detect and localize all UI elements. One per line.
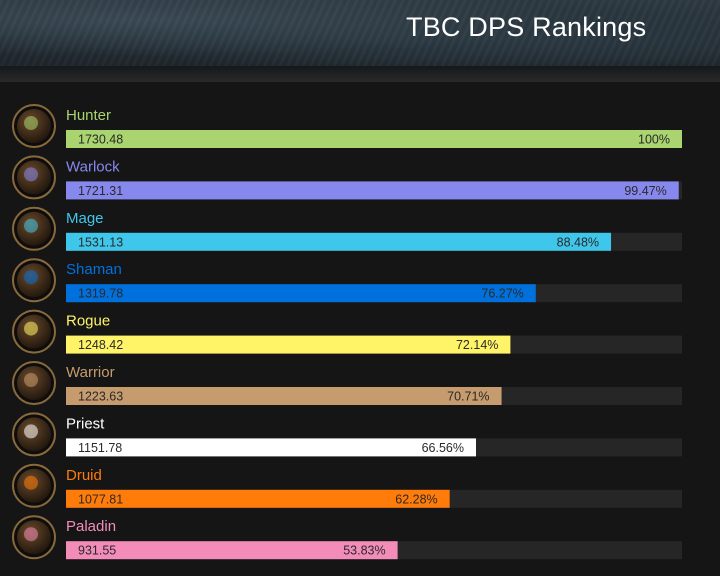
bar-druid: [66, 489, 450, 508]
class-label-shaman: Shaman: [66, 261, 122, 278]
bar-priest: [66, 438, 476, 457]
percent-label-priest: 66.56%: [422, 441, 464, 455]
warrior-class-icon-glyph: [24, 373, 38, 387]
class-label-mage: Mage: [66, 210, 104, 227]
bar-shaman: [66, 284, 536, 303]
bar-row-paladin: Paladin 931.55 53.83%: [12, 515, 682, 560]
header-banner: TBC DPS Rankings: [0, 0, 720, 66]
class-label-warlock: Warlock: [66, 158, 120, 175]
value-label-warrior: 1223.63: [78, 390, 123, 404]
percent-label-paladin: 53.83%: [343, 544, 385, 558]
bar-row-hunter: Hunter 1730.48 100%: [12, 104, 682, 148]
bar-row-warlock: Warlock 1721.31 99.47%: [12, 155, 682, 200]
bar-row-rogue: Rogue 1248.42 72.14%: [12, 309, 682, 354]
bar-hunter: [66, 130, 682, 148]
percent-label-mage: 88.48%: [557, 235, 599, 249]
class-label-druid: Druid: [66, 467, 102, 484]
value-label-rogue: 1248.42: [78, 338, 123, 352]
warlock-class-icon-glyph: [24, 167, 38, 182]
value-label-warlock: 1721.31: [78, 184, 123, 198]
percent-label-shaman: 76.27%: [481, 287, 523, 301]
value-label-druid: 1077.81: [78, 492, 123, 506]
hunter-class-icon-glyph: [24, 116, 38, 130]
bar-row-priest: Priest 1151.78 66.56%: [12, 412, 682, 457]
bar-row-shaman: Shaman 1319.78 76.27%: [12, 258, 682, 303]
value-label-priest: 1151.78: [78, 441, 122, 455]
value-label-hunter: 1730.48: [78, 133, 123, 147]
value-label-paladin: 931.55: [78, 544, 116, 558]
shaman-class-icon-glyph: [24, 270, 38, 285]
percent-label-hunter: 100%: [638, 133, 670, 147]
druid-class-icon-glyph: [24, 475, 38, 490]
percent-label-warrior: 70.71%: [447, 390, 489, 404]
class-label-priest: Priest: [66, 415, 105, 432]
class-label-rogue: Rogue: [66, 313, 110, 330]
class-label-paladin: Paladin: [66, 518, 116, 535]
bar-row-mage: Mage 1531.13 88.48%: [12, 206, 682, 251]
mage-class-icon-glyph: [24, 218, 38, 233]
value-label-mage: 1531.13: [78, 235, 123, 249]
bar-row-druid: Druid 1077.81 62.28%: [12, 463, 682, 508]
bar-warrior: [66, 387, 502, 405]
priest-class-icon-glyph: [24, 424, 38, 439]
class-label-warrior: Warrior: [66, 364, 115, 381]
bar-mage: [66, 232, 612, 251]
bar-rogue: [66, 335, 511, 354]
rankings-panel: Hunter 1730.48 100% Warlock 1721.31 99.47% Mag…: [0, 82, 720, 576]
header-texture: [0, 0, 720, 66]
bar-row-warrior: Warrior 1223.63 70.71%: [12, 361, 682, 405]
percent-label-druid: 62.28%: [395, 492, 437, 506]
header-divider: [0, 66, 720, 82]
paladin-class-icon-glyph: [24, 527, 38, 542]
page-title: TBC DPS Rankings: [406, 12, 647, 42]
bar-paladin: [66, 541, 398, 560]
bar-warlock: [66, 181, 679, 200]
class-label-hunter: Hunter: [66, 107, 111, 124]
percent-label-warlock: 99.47%: [624, 184, 666, 198]
percent-label-rogue: 72.14%: [456, 338, 498, 352]
dps-bar-chart: Hunter 1730.48 100% Warlock 1721.31 99.47% Mag…: [12, 104, 682, 560]
value-label-shaman: 1319.78: [78, 287, 123, 301]
rogue-class-icon-glyph: [24, 321, 38, 336]
